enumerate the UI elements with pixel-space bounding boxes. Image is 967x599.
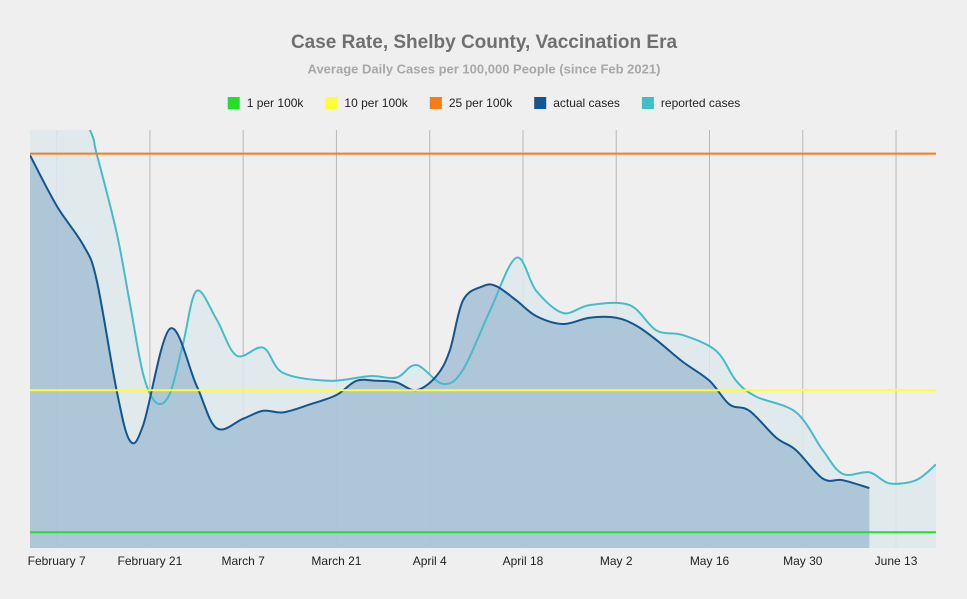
x-tick-label: February 21	[118, 554, 183, 568]
x-tick-label: April 18	[503, 554, 544, 568]
legend-label: 25 per 100k	[449, 96, 513, 110]
legend-swatch	[534, 97, 547, 109]
series-line	[88, 130, 936, 485]
x-axis: February 7 February 21 March 7 March 21 Apri…	[28, 554, 918, 568]
x-tick-label: May 30	[783, 554, 823, 568]
legend-label: reported cases	[661, 96, 740, 110]
x-tick-label: March 7	[221, 554, 265, 568]
x-tick-label: June 13	[875, 554, 918, 568]
legend-label: 1 per 100k	[247, 96, 305, 110]
x-tick-label: March 21	[311, 554, 361, 568]
legend-swatch	[227, 97, 240, 109]
legend-swatch	[429, 97, 442, 109]
legend-swatch	[641, 97, 654, 109]
lines	[30, 130, 936, 534]
chart-subtitle: Average Daily Cases per 100,000 People (…	[308, 61, 661, 76]
x-tick-label: February 7	[28, 554, 86, 568]
chart-title: Case Rate, Shelby County, Vaccination Er…	[291, 32, 678, 53]
x-tick-label: May 2	[600, 554, 633, 568]
legend-label: 10 per 100k	[344, 96, 408, 110]
x-tick-label: April 4	[413, 554, 447, 568]
legend: 1 per 100k 10 per 100k 25 per 100k actual c…	[227, 96, 740, 110]
legend-swatch	[325, 97, 338, 109]
legend-label: actual cases	[553, 96, 620, 110]
x-tick-label: May 16	[690, 554, 730, 568]
